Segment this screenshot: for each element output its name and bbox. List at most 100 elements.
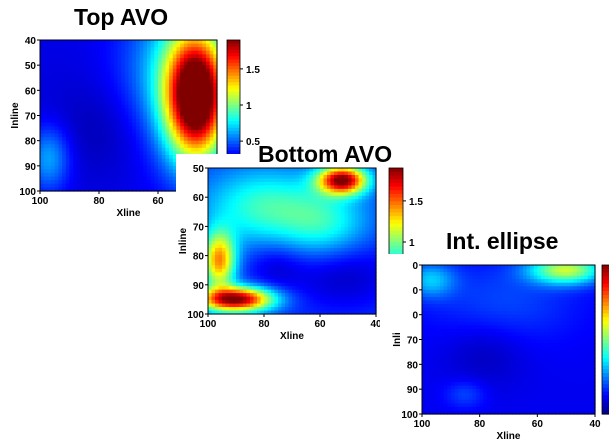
heatmap-cell — [440, 272, 445, 277]
heatmap-cell — [271, 188, 276, 193]
heatmap-cell — [348, 310, 353, 315]
heatmap-cell — [132, 169, 137, 174]
heatmap-cell — [194, 108, 200, 113]
heatmap-cell — [128, 93, 133, 99]
heatmap-cell — [476, 321, 481, 326]
heatmap-cell — [106, 115, 111, 120]
heatmap-cell — [169, 155, 174, 160]
heatmap-cell — [429, 300, 434, 305]
colorbar-tick-label: 1.5 — [409, 197, 423, 208]
heatmap-cell — [365, 181, 370, 186]
heatmap-cell — [106, 129, 111, 135]
heatmap-cell — [323, 272, 328, 277]
heatmap-cell — [313, 174, 318, 180]
heatmap-cell — [180, 101, 185, 106]
heatmap-cell — [351, 303, 356, 308]
heatmap-cell — [158, 93, 163, 99]
heatmap-cell — [76, 43, 82, 48]
heatmap-cell — [183, 104, 189, 109]
heatmap-cell — [121, 86, 126, 91]
heatmap-cell — [65, 119, 71, 124]
heatmap-cell — [288, 216, 293, 221]
heatmap-cell — [358, 261, 363, 266]
heatmap-cell — [341, 272, 346, 277]
heatmap-cell — [73, 144, 78, 149]
heatmap-cell — [176, 122, 181, 127]
heatmap-cell — [99, 147, 104, 153]
heatmap-cell — [187, 144, 192, 149]
heatmap-cell — [278, 247, 283, 253]
heatmap-cell — [281, 209, 286, 214]
heatmap-cell — [483, 268, 488, 273]
heatmap-cell — [132, 108, 137, 113]
heatmap-cell — [161, 140, 166, 145]
heatmap-cell — [302, 174, 307, 180]
heatmap-cell — [278, 237, 283, 242]
heatmap-cell — [341, 300, 346, 305]
heatmap-cell — [117, 50, 122, 55]
heatmap-cell — [358, 265, 363, 270]
heatmap-cell — [316, 303, 321, 308]
heatmap-cell — [544, 286, 549, 291]
heatmap-cell — [225, 223, 230, 228]
heatmap-cell — [267, 261, 272, 266]
heatmap-cell — [584, 265, 589, 270]
heatmap-cell — [309, 202, 314, 207]
heatmap-cell — [483, 311, 488, 316]
heatmap-cell — [165, 129, 170, 135]
heatmap-cell — [218, 241, 223, 246]
heatmap-cell — [139, 93, 144, 99]
heatmap-cell — [533, 265, 538, 270]
heatmap-cell — [548, 296, 553, 302]
heatmap-cell — [222, 202, 227, 207]
heatmap-cell — [330, 310, 335, 315]
heatmap-cell — [165, 54, 170, 59]
heatmap-cell — [191, 93, 196, 99]
heatmap-cell — [65, 140, 71, 145]
heatmap-cell — [161, 97, 166, 102]
heatmap-cell — [121, 169, 126, 174]
heatmap-cell — [222, 216, 227, 221]
heatmap-cell — [344, 174, 349, 180]
heatmap-cell — [264, 168, 269, 173]
heatmap-cell — [591, 293, 596, 298]
heatmap-cell — [351, 202, 356, 207]
heatmap-cell — [537, 293, 542, 298]
heatmap-cell — [69, 68, 74, 73]
heatmap-cell — [169, 54, 174, 59]
heatmap-cell — [154, 61, 159, 66]
heatmap-cell — [316, 241, 321, 246]
heatmap-cell — [232, 192, 237, 197]
heatmap-cell — [117, 86, 122, 91]
heatmap-cell — [47, 180, 52, 185]
heatmap-cell — [69, 97, 74, 102]
heatmap-cell — [327, 195, 332, 200]
heatmap-cell — [239, 272, 244, 277]
heatmap-cell — [320, 265, 325, 270]
heatmap-cell — [250, 202, 255, 207]
heatmap-cell — [172, 176, 178, 181]
heatmap-cell — [526, 296, 531, 302]
heatmap-cell — [191, 86, 196, 91]
heatmap-cell — [80, 57, 85, 63]
heatmap-cell — [232, 241, 237, 246]
heatmap-cell — [285, 202, 290, 207]
heatmap-cell — [143, 75, 148, 81]
heatmap-cell — [281, 254, 286, 259]
heatmap-cell — [121, 162, 126, 167]
heatmap-cell — [461, 293, 466, 298]
heatmap-cell — [124, 187, 130, 192]
heatmap-cell — [309, 272, 314, 277]
heatmap-cell — [530, 300, 535, 305]
heatmap-cell — [330, 192, 335, 197]
heatmap-cell — [337, 244, 342, 249]
heatmap-cell — [580, 296, 585, 302]
heatmap-cell — [225, 282, 230, 287]
heatmap-cell — [146, 183, 152, 189]
heatmap-cell — [576, 272, 582, 277]
heatmap-cell — [562, 293, 567, 298]
heatmap-cell — [501, 265, 506, 270]
heatmap-cell — [316, 275, 321, 280]
heatmap-cell — [257, 234, 262, 239]
heatmap-cell — [472, 304, 477, 309]
